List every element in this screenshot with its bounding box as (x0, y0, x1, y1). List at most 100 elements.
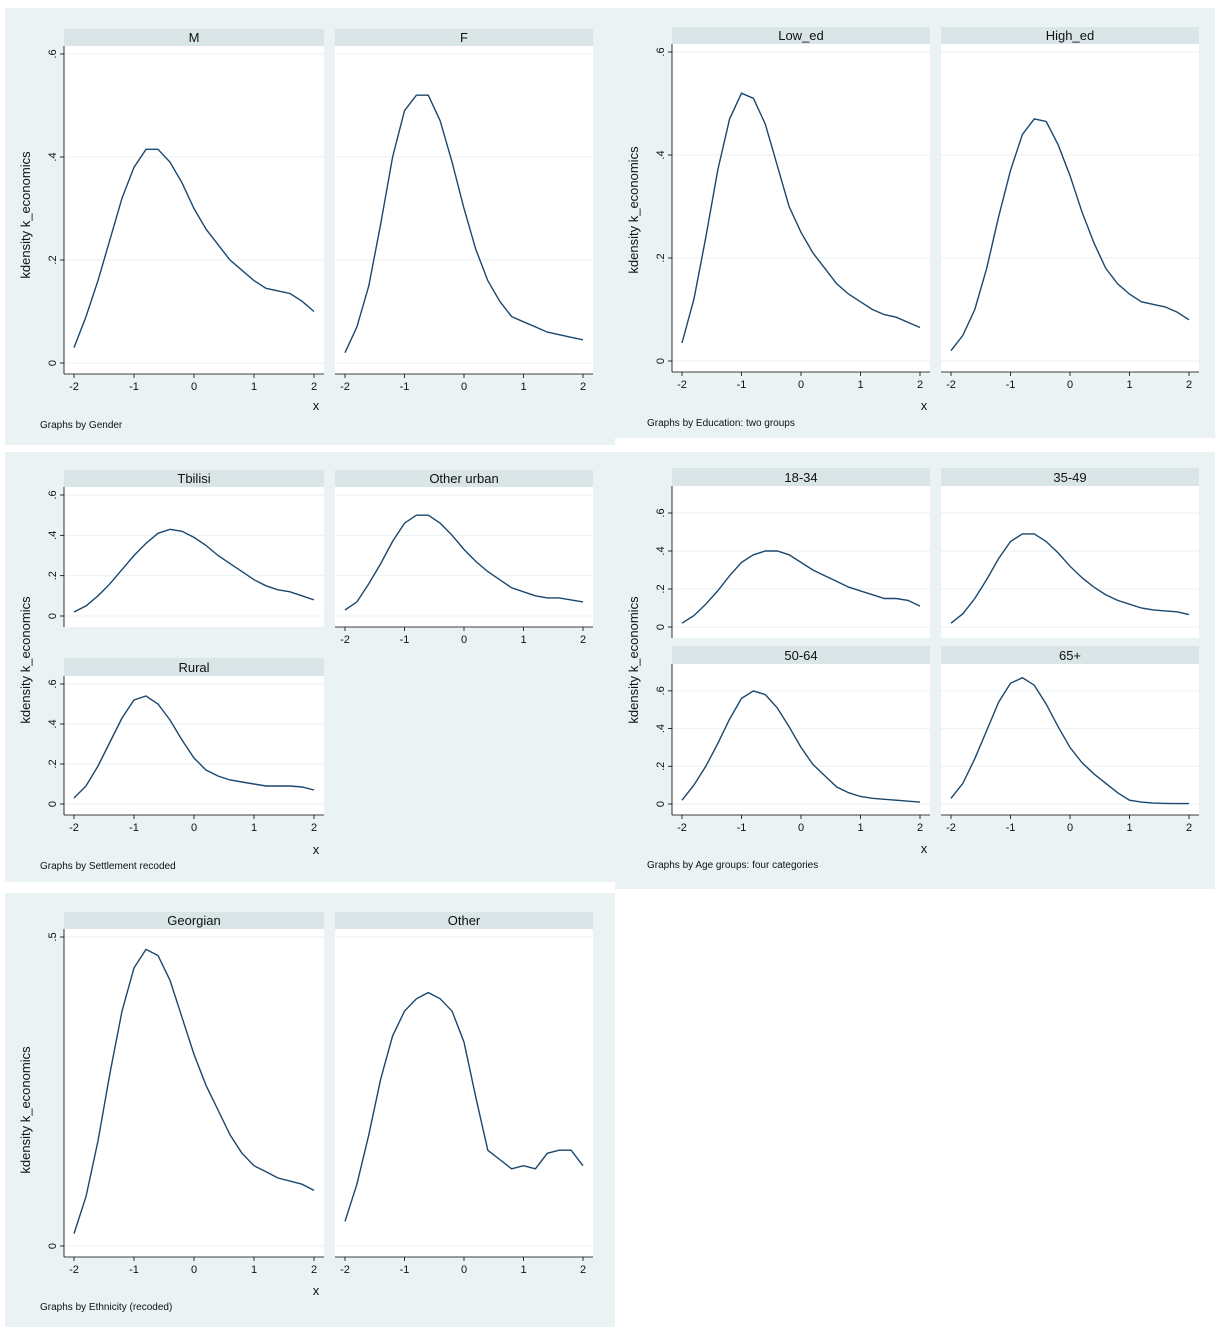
chart-group-4: 18-34 0 .2 .4 .6 35-49 50-64 0 .2 .4 .6 -2 -1 0 1 2 65+ -… (615, 452, 1215, 889)
panel-title: Tbilisi (177, 471, 210, 486)
plot-area (64, 676, 324, 815)
y-tick-label: 0 (47, 1243, 59, 1249)
x-tick-label: 2 (1186, 822, 1192, 834)
panel-other: Other -2 -1 0 1 2 (335, 912, 593, 1276)
x-tick-label: 0 (798, 379, 804, 391)
x-tick-label: -2 (340, 1264, 350, 1276)
density-line (950, 676, 1189, 805)
x-tick-label: 1 (251, 1264, 257, 1276)
plot-area (64, 929, 324, 1257)
x-tick-label: -1 (737, 379, 747, 391)
y-tick-label: .2 (47, 571, 59, 580)
panel-title: Georgian (167, 913, 220, 928)
x-tick-label: 0 (461, 634, 467, 646)
panel-title: 35-49 (1053, 470, 1086, 485)
x-tick-label: 1 (520, 381, 526, 393)
x-tick-label: -2 (340, 634, 350, 646)
density-line (73, 528, 315, 613)
y-tick-label: 0 (47, 801, 59, 807)
x-tick-label: -1 (400, 381, 410, 393)
y-axis-title: kdensity k_economics (626, 596, 641, 724)
y-tick-label: .6 (655, 686, 667, 695)
panel-tbilisi: Tbilisi 0 .2 .4 .6 (47, 470, 324, 627)
density-line (950, 533, 1190, 624)
x-tick-label: 1 (1126, 822, 1132, 834)
panel-title: F (460, 30, 468, 45)
density-line (73, 695, 315, 799)
density-line (344, 94, 584, 353)
panel-title: Low_ed (778, 28, 824, 43)
density-line (681, 92, 921, 344)
panel-strip (335, 912, 593, 929)
y-tick-label: 0 (47, 613, 59, 619)
density-line (681, 690, 921, 803)
y-tick-label: .4 (47, 152, 59, 161)
x-tick-label: -1 (129, 822, 139, 834)
panel-title: High_ed (1046, 28, 1094, 43)
x-tick-label: -1 (1006, 379, 1016, 391)
x-tick-label: 2 (917, 822, 923, 834)
x-tick-label: -2 (69, 1264, 79, 1276)
y-tick-label: .4 (655, 546, 667, 555)
density-line (950, 118, 1190, 352)
by-note: Graphs by Settlement recoded (40, 861, 176, 872)
x-tick-label: -2 (946, 379, 956, 391)
panel-title: Other urban (429, 471, 498, 486)
x-tick-label: -1 (129, 381, 139, 393)
panel-strip (64, 912, 324, 929)
x-tick-label: 2 (311, 381, 317, 393)
x-tick-label: -2 (677, 379, 687, 391)
y-tick-label: .5 (47, 932, 59, 941)
x-tick-label: 2 (311, 822, 317, 834)
chart-group-3: Tbilisi 0 .2 .4 .6 Other urban -2 -1 0 1 2 Rural 0 .2… (5, 452, 615, 882)
y-tick-label: .2 (655, 584, 667, 593)
y-tick-label: .6 (47, 490, 59, 499)
x-tick-label: 0 (191, 381, 197, 393)
y-tick-label: .2 (655, 762, 667, 771)
x-tick-label: 2 (1186, 379, 1192, 391)
x-tick-label: 1 (520, 1264, 526, 1276)
x-tick-label: 1 (857, 822, 863, 834)
panel-18-34: 18-34 0 .2 .4 .6 (655, 468, 930, 638)
x-tick-label: 2 (580, 634, 586, 646)
panel-strip (64, 29, 324, 46)
x-tick-label: 2 (580, 1264, 586, 1276)
y-tick-label: .6 (47, 49, 59, 58)
y-tick-label: 0 (655, 801, 667, 807)
panel-title: 18-34 (784, 470, 817, 485)
x-tick-label: -2 (946, 822, 956, 834)
y-tick-label: .2 (655, 253, 667, 262)
plot-area (335, 929, 593, 1257)
x-tick-label: 2 (311, 1264, 317, 1276)
panel-f: F -2 -1 0 1 2 (335, 29, 593, 393)
y-tick-label: .4 (655, 150, 667, 159)
panel-title: Other (448, 913, 481, 928)
y-tick-label: .2 (47, 759, 59, 768)
density-line (73, 948, 315, 1234)
by-note: Graphs by Ethnicity (recoded) (40, 1302, 172, 1313)
panel-strip (672, 27, 930, 44)
x-tick-label: -2 (677, 822, 687, 834)
plot-area (941, 44, 1199, 372)
x-tick-label: 0 (461, 1264, 467, 1276)
y-axis-title: kdensity k_economics (18, 596, 33, 724)
x-tick-label: -2 (69, 381, 79, 393)
panel-georgian: Georgian 0 .5 -2 -1 0 1 2 (47, 912, 324, 1276)
plot-area (672, 664, 930, 815)
plot-area (672, 44, 930, 372)
y-axis-title: kdensity k_economics (18, 1046, 33, 1174)
x-tick-label: 0 (191, 1264, 197, 1276)
y-axis-title: kdensity k_economics (18, 151, 33, 279)
y-tick-label: .6 (47, 679, 59, 688)
panel-65-: 65+ -2 -1 0 1 2 (941, 646, 1199, 834)
by-note: Graphs by Education: two groups (647, 418, 795, 429)
y-axis-title: kdensity k_economics (626, 146, 641, 274)
panel-35-49: 35-49 (941, 468, 1199, 638)
y-tick-label: 0 (655, 358, 667, 364)
x-tick-label: -1 (737, 822, 747, 834)
y-tick-label: .4 (655, 724, 667, 733)
panel-strip (941, 27, 1199, 44)
x-tick-label: 1 (1126, 379, 1132, 391)
plot-area (64, 487, 324, 627)
